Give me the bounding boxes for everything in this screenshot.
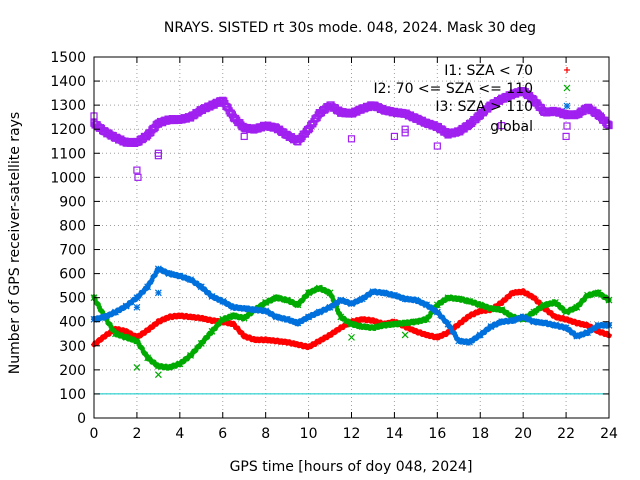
outlier-point — [240, 132, 248, 141]
outlier-point — [134, 173, 142, 181]
legend-label: I3: SZA > 110 — [435, 99, 533, 115]
y-axis-label: Number of GPS receiver-satellite rays — [7, 112, 23, 374]
x-axis-ticks: 0 2 4 6 8 10 12 14 16 18 20 22 24 — [90, 57, 618, 442]
x-tick-label: 0 — [90, 426, 99, 442]
legend-label: global — [490, 119, 533, 135]
y-tick-label: 800 — [59, 218, 86, 234]
outlier-points — [90, 112, 570, 379]
legend-marker — [563, 84, 571, 92]
y-tick-label: 1200 — [50, 122, 86, 138]
outlier-point — [133, 166, 141, 174]
legend-item: global — [490, 119, 571, 135]
outlier-point — [401, 129, 409, 137]
outlier-point — [154, 371, 162, 379]
x-tick-label: 10 — [300, 426, 318, 442]
x-axis-label: GPS time [hours of doy 048, 2024] — [230, 459, 473, 475]
legend-item: I2: 70 <= SZA <= 110 — [373, 81, 571, 97]
y-tick-label: 500 — [59, 291, 86, 307]
chart-title: NRAYS. SISTED rt 30s mode. 048, 2024. Ma… — [164, 20, 536, 36]
x-tick-label: 16 — [428, 426, 446, 442]
legend-label: I1: SZA < 70 — [444, 63, 533, 79]
series-layer — [90, 86, 613, 379]
outlier-point — [154, 289, 162, 297]
series-i3-sza-110 — [90, 265, 613, 346]
y-tick-label: 400 — [59, 315, 86, 331]
y-tick-label: 1300 — [50, 98, 86, 114]
outlier-point — [434, 334, 441, 341]
legend-label: I2: 70 <= SZA <= 110 — [373, 81, 533, 97]
outlier-point — [401, 331, 409, 339]
outlier-point — [347, 135, 356, 143]
legend-item: I3: SZA > 110 — [435, 99, 571, 115]
x-tick-label: 2 — [132, 426, 141, 442]
y-tick-label: 100 — [59, 387, 86, 403]
y-tick-label: 600 — [59, 267, 86, 283]
legend-marker — [563, 102, 571, 110]
legend: I1: SZA < 70 I2: 70 <= SZA <= 110 I3: SZA … — [373, 63, 571, 135]
y-tick-label: 1100 — [50, 146, 86, 162]
x-tick-label: 6 — [218, 426, 227, 442]
legend-marker — [564, 67, 570, 73]
data-fill-point — [604, 120, 612, 128]
outlier-point — [498, 121, 506, 130]
series-global — [90, 86, 613, 147]
outlier-point — [433, 142, 441, 150]
outlier-point — [562, 132, 570, 141]
outlier-point — [133, 364, 141, 371]
y-tick-label: 1000 — [50, 170, 86, 186]
y-axis-ticks: 0 100 200 300 400 500 600 700 800 900 1000 1100 1200… — [50, 50, 609, 427]
outlier-point — [401, 125, 409, 133]
series-i2-70-sza-110 — [90, 284, 613, 371]
legend-marker — [563, 122, 571, 130]
x-tick-label: 20 — [514, 426, 532, 442]
x-tick-label: 24 — [600, 426, 618, 442]
outlier-point — [390, 132, 399, 141]
x-tick-label: 22 — [557, 426, 575, 442]
y-tick-label: 1500 — [50, 50, 86, 66]
y-tick-label: 900 — [59, 194, 86, 210]
y-tick-label: 700 — [59, 243, 86, 259]
y-tick-label: 300 — [59, 339, 86, 355]
x-tick-label: 4 — [175, 426, 184, 442]
x-tick-label: 18 — [471, 426, 489, 442]
outlier-point — [133, 303, 141, 311]
x-tick-label: 14 — [386, 426, 404, 442]
legend-item: I1: SZA < 70 — [444, 63, 570, 79]
y-tick-label: 200 — [59, 363, 86, 379]
outlier-point — [154, 152, 162, 160]
y-tick-label: 0 — [77, 411, 86, 427]
y-tick-label: 1400 — [50, 74, 86, 90]
x-tick-label: 8 — [261, 426, 270, 442]
outlier-point — [348, 333, 355, 341]
x-tick-label: 12 — [343, 426, 361, 442]
